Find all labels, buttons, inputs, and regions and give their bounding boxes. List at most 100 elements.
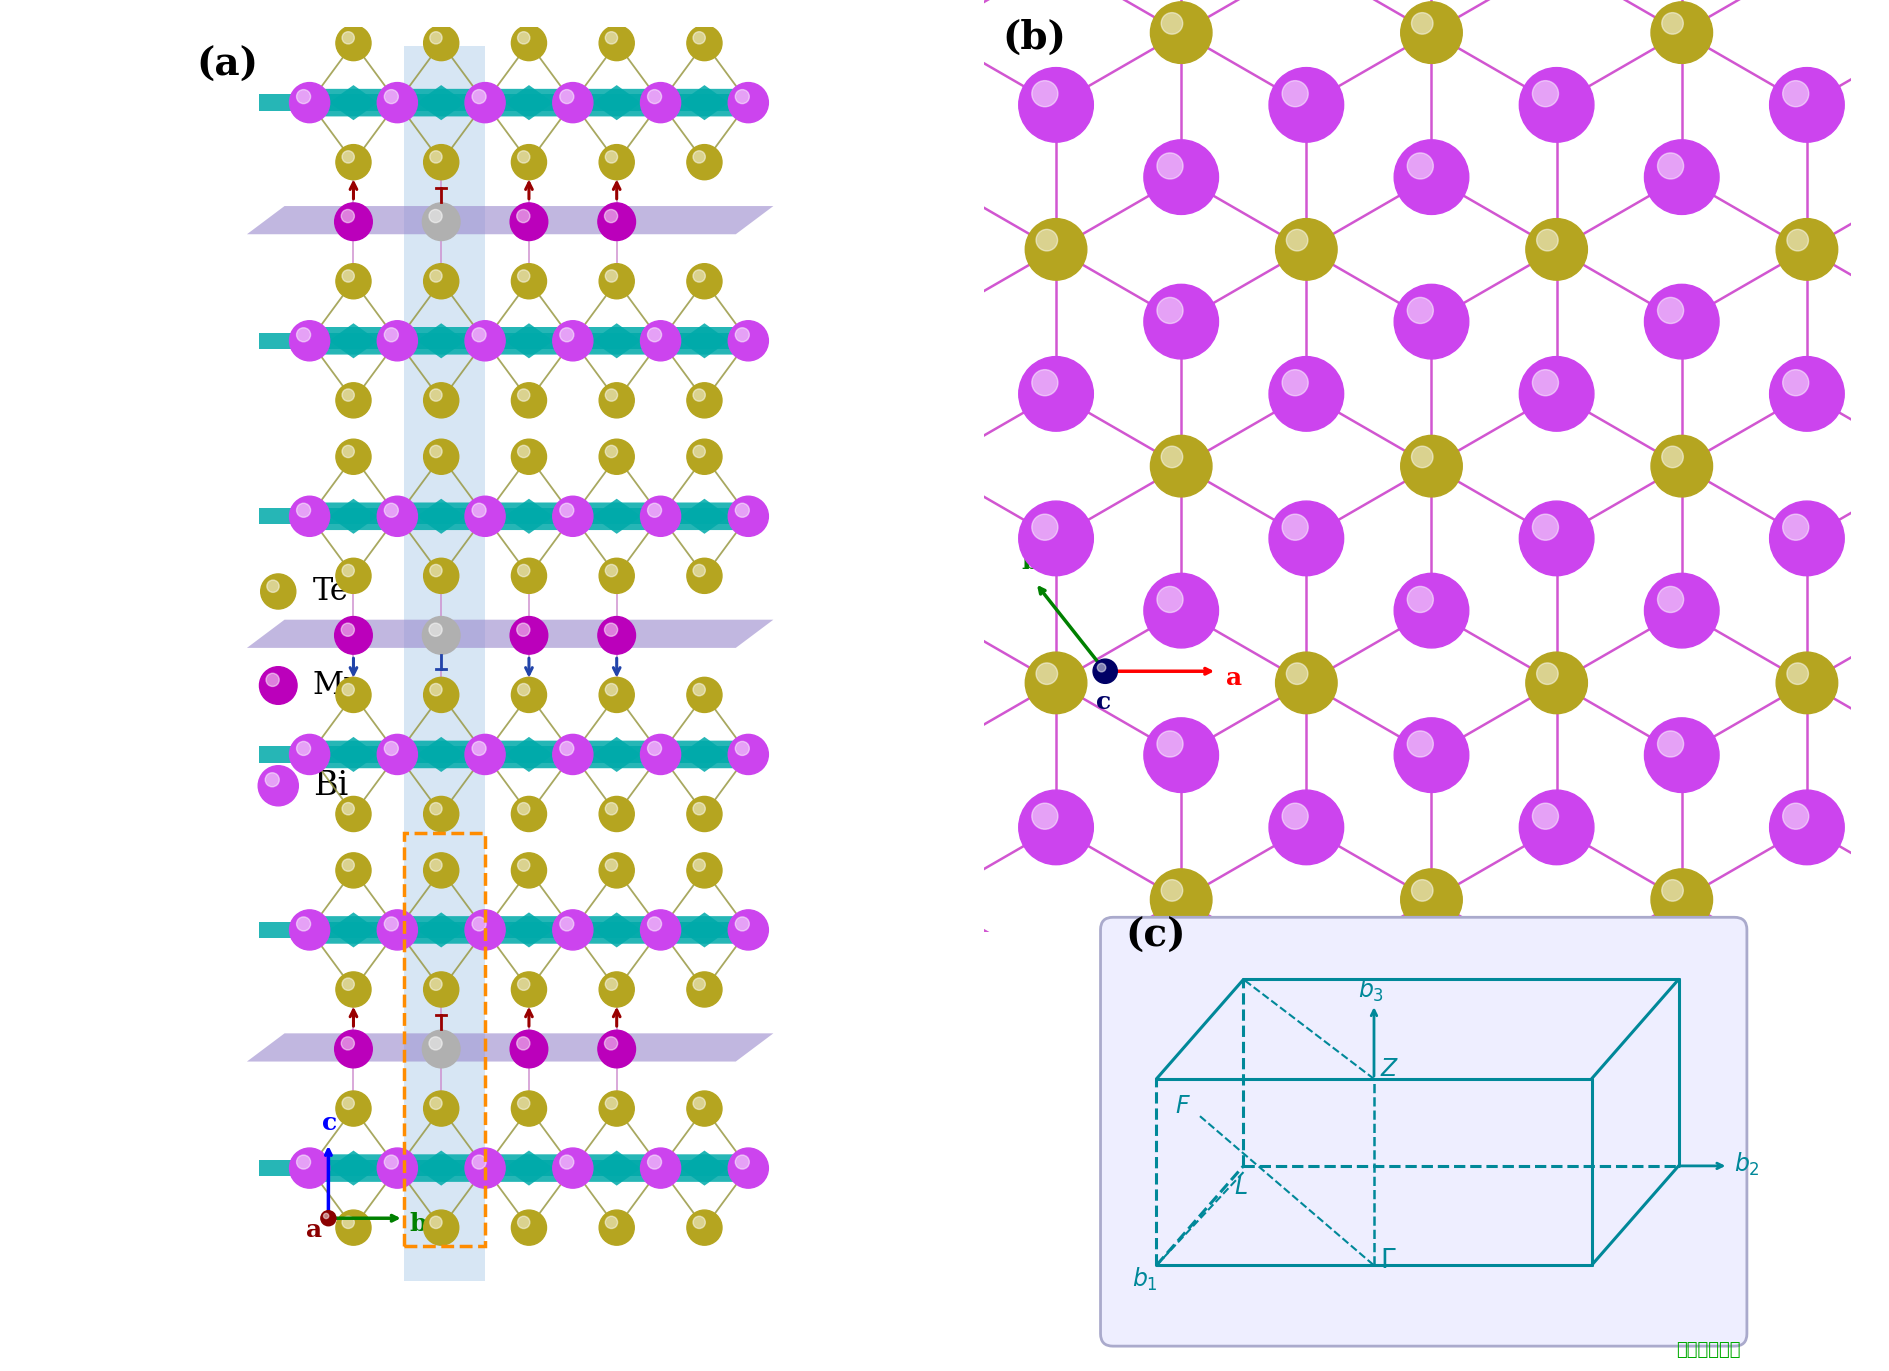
Circle shape <box>518 151 529 163</box>
Circle shape <box>383 503 399 517</box>
Circle shape <box>1536 664 1557 684</box>
Circle shape <box>686 439 722 474</box>
Circle shape <box>686 972 722 1008</box>
Circle shape <box>429 802 442 814</box>
Circle shape <box>1519 790 1592 865</box>
Circle shape <box>336 972 370 1008</box>
Circle shape <box>599 26 635 60</box>
Circle shape <box>472 742 485 755</box>
Circle shape <box>336 1211 370 1245</box>
Circle shape <box>423 439 459 474</box>
Polygon shape <box>572 89 661 121</box>
Circle shape <box>378 321 417 361</box>
Circle shape <box>1532 514 1558 540</box>
Polygon shape <box>397 328 485 358</box>
Circle shape <box>383 1154 399 1169</box>
Polygon shape <box>485 503 572 533</box>
Polygon shape <box>310 736 397 768</box>
Circle shape <box>735 89 748 104</box>
Circle shape <box>512 26 546 60</box>
Circle shape <box>599 853 635 888</box>
Circle shape <box>1394 284 1468 359</box>
Circle shape <box>516 1036 529 1050</box>
Circle shape <box>599 677 635 713</box>
Circle shape <box>383 89 399 104</box>
Circle shape <box>599 797 635 832</box>
Circle shape <box>559 742 574 755</box>
Circle shape <box>336 677 370 713</box>
Circle shape <box>604 389 618 402</box>
Circle shape <box>599 1091 635 1126</box>
Circle shape <box>1018 500 1092 576</box>
Circle shape <box>604 802 618 814</box>
Circle shape <box>1776 218 1836 280</box>
Polygon shape <box>661 503 748 533</box>
Polygon shape <box>661 740 748 772</box>
Circle shape <box>1643 718 1719 792</box>
Circle shape <box>429 210 442 222</box>
Circle shape <box>640 735 680 775</box>
Circle shape <box>323 1213 329 1219</box>
Circle shape <box>1407 587 1432 613</box>
Circle shape <box>559 328 574 341</box>
Circle shape <box>640 910 680 950</box>
Polygon shape <box>572 499 661 531</box>
Circle shape <box>512 144 546 180</box>
Circle shape <box>1160 880 1183 901</box>
Circle shape <box>648 742 661 755</box>
Circle shape <box>429 1216 442 1228</box>
Circle shape <box>1785 229 1808 251</box>
Circle shape <box>1286 664 1307 684</box>
Circle shape <box>1160 12 1183 34</box>
Circle shape <box>686 26 722 60</box>
Circle shape <box>1031 514 1058 540</box>
Circle shape <box>1394 718 1468 792</box>
Circle shape <box>686 558 722 594</box>
Polygon shape <box>661 328 748 358</box>
Circle shape <box>423 1091 459 1126</box>
Circle shape <box>686 1211 722 1245</box>
Circle shape <box>693 151 705 163</box>
Circle shape <box>378 496 417 536</box>
Circle shape <box>640 1148 680 1189</box>
Circle shape <box>1268 500 1343 576</box>
Circle shape <box>1156 298 1183 324</box>
Circle shape <box>421 1030 459 1068</box>
Circle shape <box>472 917 485 931</box>
Polygon shape <box>572 85 661 117</box>
Polygon shape <box>397 85 485 117</box>
Circle shape <box>297 1154 310 1169</box>
Circle shape <box>261 574 297 609</box>
Circle shape <box>1400 869 1462 931</box>
Circle shape <box>604 624 618 636</box>
Circle shape <box>266 580 280 592</box>
Circle shape <box>1268 356 1343 430</box>
Circle shape <box>321 1211 336 1226</box>
Circle shape <box>1156 587 1183 613</box>
Circle shape <box>512 797 546 832</box>
Text: (b): (b) <box>1001 19 1065 56</box>
Polygon shape <box>397 89 485 121</box>
Circle shape <box>640 496 680 536</box>
Circle shape <box>1519 356 1592 430</box>
Circle shape <box>429 32 442 44</box>
Circle shape <box>552 496 593 536</box>
Circle shape <box>289 321 329 361</box>
Circle shape <box>1407 154 1432 180</box>
Circle shape <box>465 1148 504 1189</box>
Text: $F$: $F$ <box>1175 1094 1190 1119</box>
Circle shape <box>289 82 329 122</box>
Circle shape <box>336 439 370 474</box>
Circle shape <box>1143 284 1218 359</box>
Circle shape <box>727 735 769 775</box>
Circle shape <box>259 766 298 806</box>
Bar <box>259 1160 767 1176</box>
Circle shape <box>512 383 546 418</box>
Circle shape <box>342 446 353 458</box>
Polygon shape <box>661 499 748 531</box>
Circle shape <box>429 624 442 636</box>
Polygon shape <box>310 328 397 358</box>
Circle shape <box>1643 140 1719 214</box>
Circle shape <box>334 1030 372 1068</box>
Circle shape <box>1281 370 1307 396</box>
